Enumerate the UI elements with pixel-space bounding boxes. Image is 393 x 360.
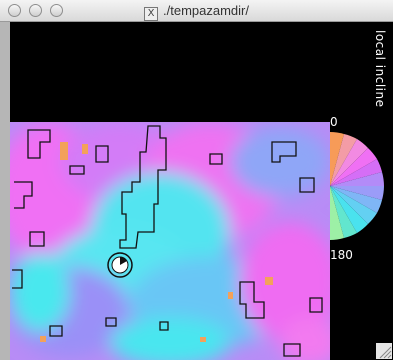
scale-min-label: 0 — [330, 115, 338, 129]
window-title: ./tempazamdir/ — [163, 3, 249, 18]
x11-icon: X — [144, 7, 158, 21]
legend-title: local incline — [373, 30, 387, 108]
close-button[interactable] — [8, 4, 21, 17]
resize-grip-icon[interactable] — [376, 343, 392, 359]
zoom-button[interactable] — [50, 4, 63, 17]
scale-max-label: 180 — [330, 248, 353, 262]
plot-canvas[interactable]: local incline 0 180 — [10, 22, 393, 360]
window-title-group: X ./tempazamdir/ — [0, 3, 393, 21]
window-frame-edge — [0, 22, 10, 360]
title-bar[interactable]: X ./tempazamdir/ — [0, 0, 393, 22]
incline-color-wheel — [330, 132, 384, 240]
minimize-button[interactable] — [29, 4, 42, 17]
incline-map[interactable] — [10, 122, 330, 360]
